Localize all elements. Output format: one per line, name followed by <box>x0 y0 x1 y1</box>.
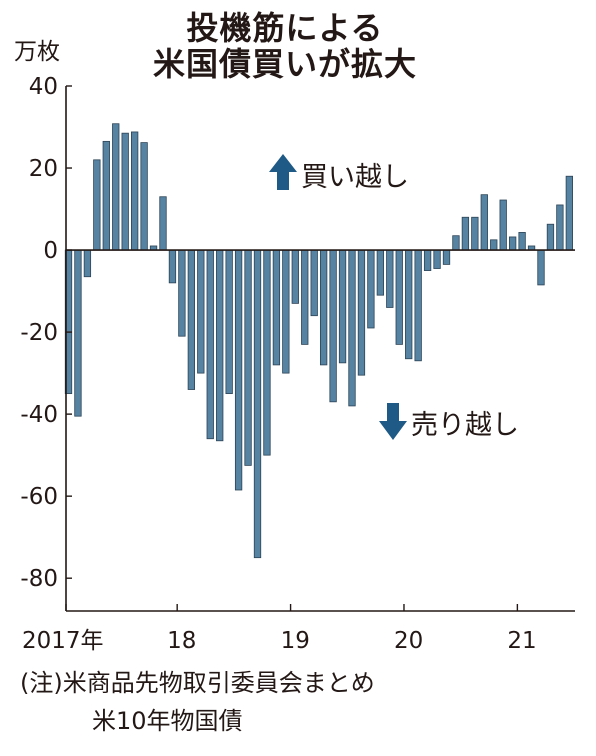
chart-title-line-1: 投機筋による <box>186 9 384 47</box>
bar <box>310 249 318 317</box>
x-tick-label: 21 <box>507 628 536 654</box>
bar <box>499 199 507 251</box>
bar <box>282 249 290 374</box>
bar <box>461 216 470 251</box>
bar <box>480 194 488 251</box>
bar <box>301 249 309 345</box>
bar <box>244 249 252 466</box>
bar <box>319 249 328 366</box>
bar <box>263 249 271 456</box>
x-tick-label: 19 <box>281 628 310 654</box>
y-tick-label: 0 <box>43 238 58 264</box>
bar <box>537 249 545 286</box>
x-tick-label: 18 <box>167 628 196 654</box>
bar <box>130 131 139 251</box>
y-tick-label: -60 <box>20 484 58 510</box>
bar <box>216 249 224 442</box>
bar <box>197 249 205 374</box>
bar <box>395 249 403 345</box>
bar <box>348 249 356 407</box>
bar <box>386 249 394 308</box>
bar <box>367 249 375 329</box>
bar <box>338 249 347 364</box>
down-arrow-icon <box>379 403 407 440</box>
bar <box>565 175 573 251</box>
bar <box>234 249 243 491</box>
bar <box>178 249 186 337</box>
bar <box>414 249 422 362</box>
bar <box>405 249 413 360</box>
chart-title-line-2: 米国債買いが拡大 <box>152 45 417 83</box>
bar <box>102 140 110 251</box>
bar <box>329 249 337 403</box>
y-tick-label: -20 <box>20 320 58 346</box>
bar <box>556 204 564 251</box>
bar <box>121 132 129 251</box>
bar <box>518 232 526 251</box>
y-tick-label: -40 <box>20 402 58 428</box>
bar <box>83 249 92 278</box>
bar <box>253 249 262 559</box>
bar <box>159 196 167 251</box>
bar <box>376 249 385 296</box>
bar <box>112 123 120 251</box>
sell-label: 売り越し <box>411 410 519 441</box>
bar <box>206 249 214 440</box>
bar <box>357 249 366 376</box>
bar <box>546 223 555 251</box>
instrument-note: 米10年物国債 <box>92 707 243 735</box>
bar <box>471 216 479 251</box>
bar <box>140 142 148 251</box>
bar <box>187 249 196 390</box>
bar <box>74 249 82 417</box>
bar <box>168 249 177 284</box>
up-arrow-icon <box>269 154 297 190</box>
y-tick-label: -80 <box>20 566 58 592</box>
bar <box>433 249 441 269</box>
bar <box>423 249 432 271</box>
source-note: (注)米商品先物取引委員会まとめ <box>20 669 375 697</box>
bar <box>452 235 460 251</box>
bar <box>442 249 451 265</box>
y-tick-label: 20 <box>29 156 58 182</box>
buy-label: 買い越し <box>301 162 409 193</box>
x-tick-label: 2017年 <box>22 628 104 654</box>
bar <box>490 239 498 251</box>
x-tick-label: 20 <box>394 628 423 654</box>
bar <box>93 159 101 251</box>
bar <box>508 236 517 251</box>
y-axis-unit: 万枚 <box>14 39 60 65</box>
bar <box>291 249 299 304</box>
bar <box>225 249 233 395</box>
y-tick-label: 40 <box>29 74 58 100</box>
bar <box>272 249 281 366</box>
